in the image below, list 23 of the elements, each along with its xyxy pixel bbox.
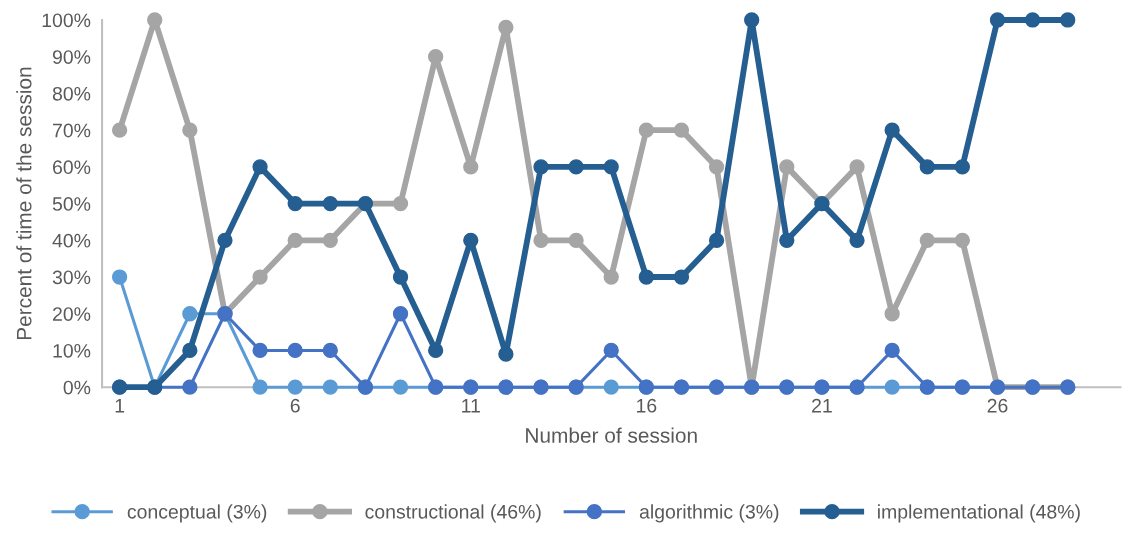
y-tick-label: 0% <box>63 380 91 395</box>
y-tick-label: 20% <box>53 307 91 321</box>
y-tick-label: 100% <box>42 13 91 28</box>
y-tick-label: 50% <box>52 197 91 211</box>
y-tick-label: 70% <box>53 123 91 138</box>
y-tick-label: 10% <box>53 343 91 358</box>
legend-label: algorithmic (3%) <box>639 504 779 523</box>
legend-label: implementational (48%) <box>878 504 1080 523</box>
y-tick-label: 80% <box>52 86 91 101</box>
y-tick-label: 40% <box>52 233 91 248</box>
legend-label: conceptual (3%) <box>127 504 267 523</box>
y-axis-title: Percent of time of the session <box>16 67 32 340</box>
x-tick-label: 21 <box>812 398 832 413</box>
x-axis-title: Number of session <box>526 427 697 443</box>
y-tick-label: 60% <box>53 160 91 175</box>
x-tick-label: 6 <box>290 398 300 413</box>
x-tick-label: 11 <box>462 399 480 413</box>
x-tick-label: 1 <box>115 399 125 413</box>
legend-label: constructional (46%) <box>365 504 541 523</box>
x-tick-label: 26 <box>987 398 1008 413</box>
y-tick-label: 30% <box>52 270 91 285</box>
y-tick-label: 90% <box>52 50 91 64</box>
x-tick-label: 16 <box>637 398 657 413</box>
